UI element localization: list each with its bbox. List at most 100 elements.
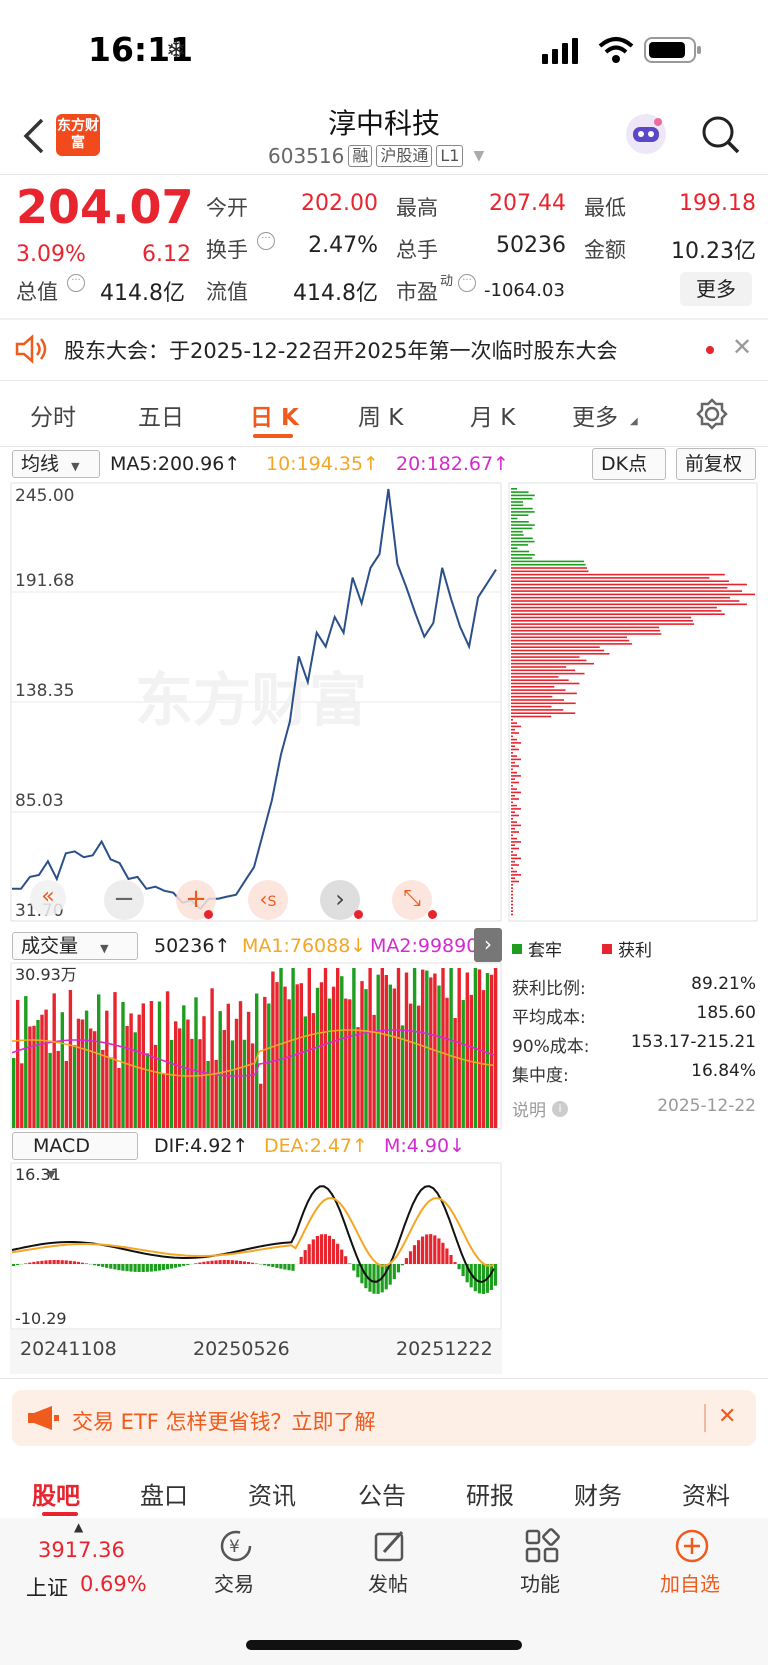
dk-point-select[interactable]: DK点 (592, 448, 666, 480)
tag-connect: 沪股通 (376, 145, 433, 167)
legend-profit-swatch (602, 943, 612, 954)
settings-icon[interactable] (696, 398, 728, 430)
ma-select[interactable]: 均线 ▼ (12, 450, 100, 478)
volume-select[interactable]: 成交量 ▼ (12, 932, 138, 960)
dropdown-icon: ▼ (473, 148, 485, 164)
post-icon[interactable] (372, 1528, 408, 1564)
notice-divider (0, 380, 768, 381)
low-label: 最低 (584, 196, 626, 220)
legend-profit: 获利 (602, 936, 652, 961)
price-line (11, 488, 497, 910)
price-chart[interactable]: 东方财富 245.00 191.68 138.35 85.03 31.70 (10, 482, 502, 922)
info-icon[interactable]: ··· (458, 274, 476, 292)
quote-divider (0, 318, 768, 320)
chip-stat-label: 集中度: (512, 1066, 569, 1086)
price-tick-3: 85.03 (15, 791, 64, 811)
dk-label: DK点 (601, 453, 648, 475)
info-icon[interactable]: ··· (67, 274, 85, 292)
signal-icon (542, 38, 578, 64)
zoom-out-button[interactable]: − (104, 880, 144, 920)
chip-note[interactable]: 说明 i (512, 1096, 568, 1121)
tab-more[interactable]: 更多 (572, 405, 618, 431)
volume-axis-top: 30.93万 (15, 965, 77, 984)
next-button[interactable]: › (320, 880, 360, 920)
chevron-down-icon: ▼ (47, 1168, 56, 1181)
tab-monthly-k[interactable]: 月 K (470, 405, 516, 431)
macd-select-label: MACD (33, 1135, 90, 1157)
prev-signal-button[interactable]: ‹S (248, 880, 288, 920)
vol-ma2: MA2:99890 (370, 935, 479, 957)
ma-select-label: 均线 (21, 453, 60, 475)
macd-axis-top: 16.31 (15, 1165, 61, 1184)
speaker-icon (15, 334, 47, 364)
chip-stat-label: 90%成本: (512, 1037, 590, 1057)
robot-avatar-icon[interactable] (624, 112, 668, 156)
volume-chart: 30.93万 (10, 962, 502, 1130)
tab-daily-k[interactable]: 日 K (250, 405, 299, 431)
chip-note-label: 说明 (512, 1101, 546, 1121)
tab-underline (253, 434, 293, 438)
brand-logo[interactable]: 东方财富 (56, 114, 100, 156)
amount-label: 金额 (584, 238, 626, 262)
stock-code: 603516 (268, 144, 345, 168)
mcap-value: 414.8亿 (100, 281, 185, 306)
tab-news[interactable]: 资讯 (248, 1482, 296, 1510)
tab-research[interactable]: 研报 (466, 1482, 514, 1510)
close-icon[interactable]: ✕ (732, 333, 753, 361)
macd-m: M:4.90↓ (384, 1135, 466, 1157)
adjust-select[interactable]: 前复权 (676, 448, 756, 480)
collapse-panel-button[interactable]: › (474, 928, 502, 962)
index-pct: 0.69% (80, 1572, 147, 1596)
post-label[interactable]: 发帖 (368, 1572, 408, 1596)
ma10-value: 10:194.35↑ (266, 453, 379, 475)
date-tick: 20250526 (193, 1338, 290, 1360)
tab-finance[interactable]: 财务 (574, 1482, 622, 1510)
add-watchlist-label[interactable]: 加自选 (660, 1572, 720, 1596)
tab-weekly-k[interactable]: 周 K (358, 405, 404, 431)
fullscreen-button[interactable]: ⤡ (392, 880, 432, 920)
watermark: 东方财富 (135, 666, 367, 734)
functions-icon[interactable] (524, 1528, 560, 1564)
volume-today: 50236↑ (154, 935, 231, 957)
promo-text[interactable]: 交易 ETF 怎样更省钱？立即了解 (72, 1410, 376, 1434)
trade-label[interactable]: 交易 (214, 1572, 254, 1596)
trade-icon[interactable]: ¥ (218, 1528, 254, 1564)
chip-stat-value: 16.84% (691, 1061, 756, 1081)
tab-more-caret-icon: ◢ (630, 416, 638, 427)
tab-5day[interactable]: 五日 (138, 405, 184, 431)
functions-label[interactable]: 功能 (520, 1572, 560, 1596)
legend-trapped: 套牢 (512, 936, 562, 961)
notice-text[interactable]: 股东大会：于2025-12-22召开2025年第一次临时股东大会 (64, 339, 618, 363)
info-icon[interactable]: ··· (257, 232, 275, 250)
add-watchlist-icon[interactable] (674, 1528, 710, 1564)
info-icon: i (552, 1100, 568, 1117)
stock-code-row[interactable]: 603516 融 沪股通 L1 ▼ (268, 144, 484, 168)
legend-trapped-label: 套牢 (528, 941, 562, 961)
pe-label: 市盈 (396, 280, 438, 304)
mcap-label: 总值 (16, 280, 58, 304)
change-value: 6.12 (142, 242, 191, 267)
tab-announcements[interactable]: 公告 (358, 1482, 406, 1510)
scroll-left-button[interactable]: « (30, 880, 66, 916)
chip-stat-value: 89.21% (691, 974, 756, 994)
promo-banner[interactable] (12, 1390, 756, 1446)
index-value[interactable]: 3917.36 (38, 1538, 125, 1562)
open-label: 今开 (206, 196, 248, 220)
price-tick-1: 191.68 (15, 571, 74, 591)
macd-axis-bottom: -10.29 (15, 1309, 67, 1328)
price-series (11, 488, 497, 910)
close-icon[interactable]: ✕ (718, 1404, 737, 1429)
tab-profile[interactable]: 资料 (682, 1482, 730, 1510)
notice-dot (706, 346, 714, 354)
chevron-down-icon: ▼ (71, 460, 80, 473)
tab-intraday[interactable]: 分时 (30, 405, 76, 431)
header-divider (0, 174, 768, 175)
ma20-value: 20:182.67↑ (396, 453, 509, 475)
macd-select[interactable]: MACD ▼ (12, 1132, 138, 1181)
tag-level: L1 (436, 145, 464, 167)
tab-forum[interactable]: 股吧 (32, 1482, 80, 1510)
more-button[interactable]: 更多 (680, 272, 752, 306)
search-icon[interactable] (700, 114, 742, 156)
tab-orderbook[interactable]: 盘口 (140, 1482, 188, 1510)
back-icon[interactable] (22, 118, 46, 154)
